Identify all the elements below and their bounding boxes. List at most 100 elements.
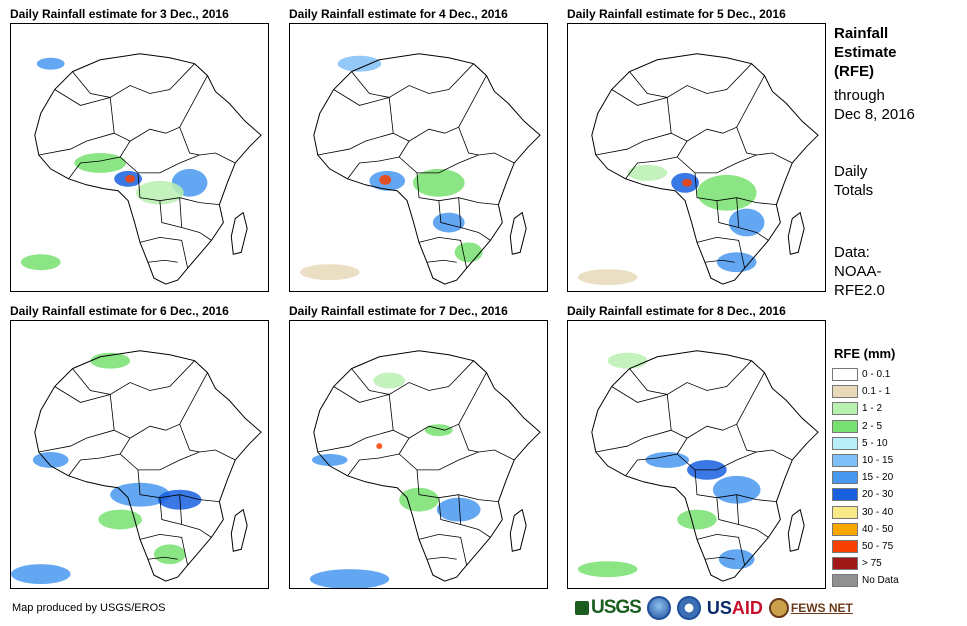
- country-border: [418, 236, 468, 269]
- country-border: [109, 372, 208, 439]
- legend-label: 5 - 10: [862, 437, 888, 449]
- rainfall-area: [379, 174, 392, 185]
- country-border: [458, 494, 462, 525]
- country-border: [736, 424, 757, 453]
- panel-title: Daily Rainfall estimate for 7 Dec., 2016: [289, 304, 508, 318]
- country-border: [139, 533, 189, 566]
- country-border: [696, 533, 746, 566]
- legend-swatch: [832, 574, 858, 588]
- country-border: [351, 360, 474, 395]
- country-border: [179, 424, 200, 453]
- noaa-seal-icon: [646, 596, 671, 620]
- rainfall-area: [627, 164, 668, 181]
- country-border: [54, 89, 111, 106]
- country-border: [347, 140, 410, 180]
- country-border: [694, 469, 777, 503]
- rainfall-area: [299, 264, 360, 281]
- panel-title: Daily Rainfall estimate for 8 Dec., 2016: [567, 304, 786, 318]
- country-border: [179, 127, 200, 156]
- country-border: [159, 200, 212, 241]
- rainfall-map: [289, 23, 548, 292]
- rainfall-area: [607, 352, 648, 369]
- madagascar-outline: [787, 211, 805, 255]
- africa-map-svg: [577, 53, 819, 286]
- legend-label: 1 - 2: [862, 403, 883, 415]
- legend-item: 5 - 10: [832, 435, 954, 452]
- country-border: [704, 259, 735, 263]
- country-border: [676, 152, 793, 174]
- country-border: [38, 132, 115, 156]
- legend-item: 1 - 2: [832, 400, 954, 417]
- legend-swatch: [832, 385, 858, 399]
- rainfall-area: [337, 55, 382, 72]
- legend: 0 - 0.1 0.1 - 1 1 - 2 2 - 5 5 - 10 10 - 15 15 …: [832, 366, 954, 589]
- country-border: [736, 197, 740, 228]
- legend-label: 0.1 - 1: [862, 386, 891, 398]
- country-border: [426, 556, 457, 560]
- country-border: [109, 75, 208, 142]
- country-border: [333, 386, 390, 403]
- africa-coastline: [591, 53, 819, 285]
- usgs-logo: USGS: [575, 595, 642, 621]
- map-credit: Map produced by USGS/EROS: [12, 602, 166, 614]
- rainfall-area: [125, 174, 136, 183]
- country-border: [317, 132, 394, 156]
- country-border: [68, 140, 131, 180]
- country-border: [416, 172, 499, 206]
- legend-label: No Data: [862, 575, 899, 587]
- country-border: [139, 236, 189, 269]
- legend-swatch: [832, 368, 858, 382]
- seal-icon: [676, 596, 701, 620]
- rainfall-area: [98, 509, 142, 530]
- rainfall-area: [577, 269, 638, 286]
- africa-coastline: [591, 350, 819, 582]
- country-border: [147, 556, 178, 560]
- rainfall-map: [567, 23, 826, 292]
- rainfall-map: [567, 320, 826, 589]
- legend-label: 50 - 75: [862, 540, 894, 552]
- country-border: [625, 140, 688, 180]
- legend-item: 0 - 0.1: [832, 366, 954, 383]
- country-border: [119, 152, 236, 174]
- madagascar-outline: [230, 211, 248, 255]
- country-border: [72, 63, 195, 98]
- legend-label: 40 - 50: [862, 523, 894, 535]
- country-border: [317, 429, 394, 453]
- side-data-line: NOAA-: [834, 263, 882, 280]
- legend-item: 40 - 50: [832, 521, 954, 538]
- panel-title: Daily Rainfall estimate for 6 Dec., 2016: [10, 304, 229, 318]
- side-title-line: (RFE): [834, 63, 874, 80]
- side-title-line: Rainfall: [834, 25, 889, 42]
- logo-bar: USGS USAID FEWS NET: [575, 594, 859, 622]
- country-border: [38, 429, 115, 453]
- rainfall-area: [645, 452, 690, 468]
- side-title-line: Estimate: [834, 44, 897, 61]
- legend-label: 0 - 0.1: [862, 369, 891, 381]
- country-border: [625, 437, 688, 477]
- rainfall-area: [716, 252, 757, 273]
- country-border: [179, 494, 183, 525]
- fews-globe-icon: [768, 598, 789, 618]
- rainfall-area: [682, 178, 693, 187]
- legend-label: > 75: [862, 558, 882, 570]
- country-border: [666, 75, 765, 142]
- rainfall-map: [289, 320, 548, 589]
- side-through-line: Dec 8, 2016: [834, 106, 915, 123]
- side-totals-line: Totals: [834, 182, 874, 199]
- africa-map-svg: [577, 350, 819, 582]
- country-border: [72, 360, 195, 395]
- rainfall-area: [432, 212, 465, 233]
- legend-swatch: [832, 402, 858, 416]
- country-border: [666, 372, 765, 439]
- country-border: [388, 75, 487, 142]
- country-border: [629, 63, 752, 98]
- country-border: [137, 469, 220, 503]
- legend-item: 20 - 30: [832, 486, 954, 503]
- rainfall-map: [10, 23, 269, 292]
- rainfall-area: [36, 57, 65, 70]
- legend-title: RFE (mm): [834, 346, 896, 361]
- usgs-mark-icon: [575, 601, 589, 615]
- country-border: [426, 259, 457, 263]
- rainfall-map: [10, 320, 269, 589]
- africa-map-svg: [299, 53, 541, 285]
